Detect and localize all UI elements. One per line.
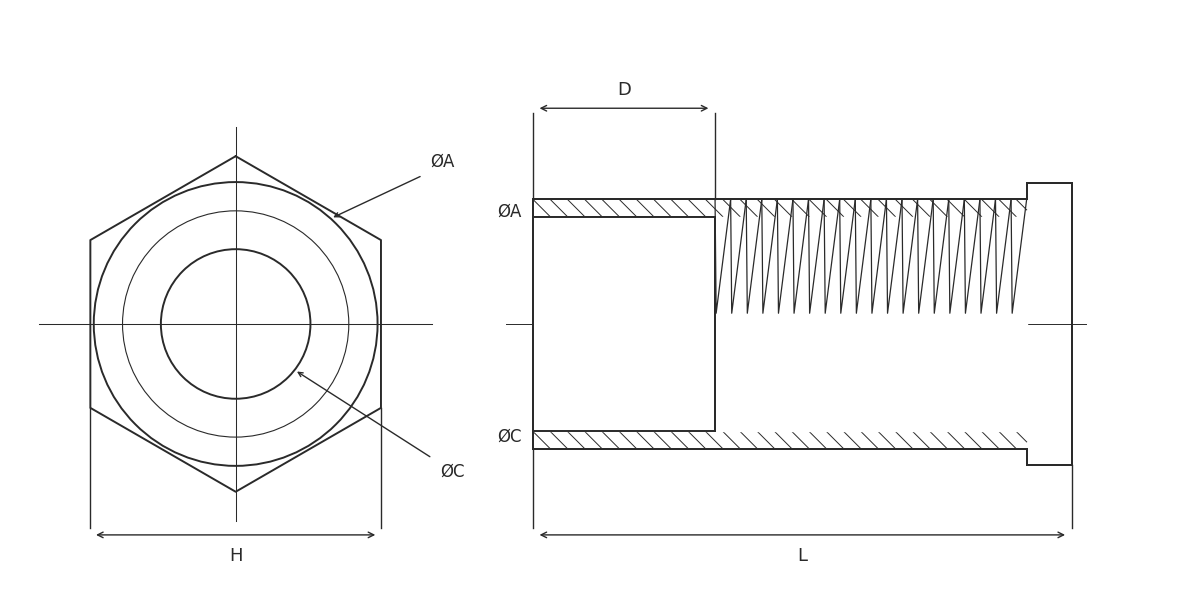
Bar xyxy=(533,217,715,431)
Text: ØC: ØC xyxy=(440,463,464,481)
Text: ØC: ØC xyxy=(497,427,521,445)
Bar xyxy=(715,217,1027,431)
Text: H: H xyxy=(229,547,242,565)
Text: L: L xyxy=(797,547,808,565)
Text: ØA: ØA xyxy=(431,152,455,170)
Text: ØA: ØA xyxy=(497,203,521,221)
Text: D: D xyxy=(617,80,631,98)
